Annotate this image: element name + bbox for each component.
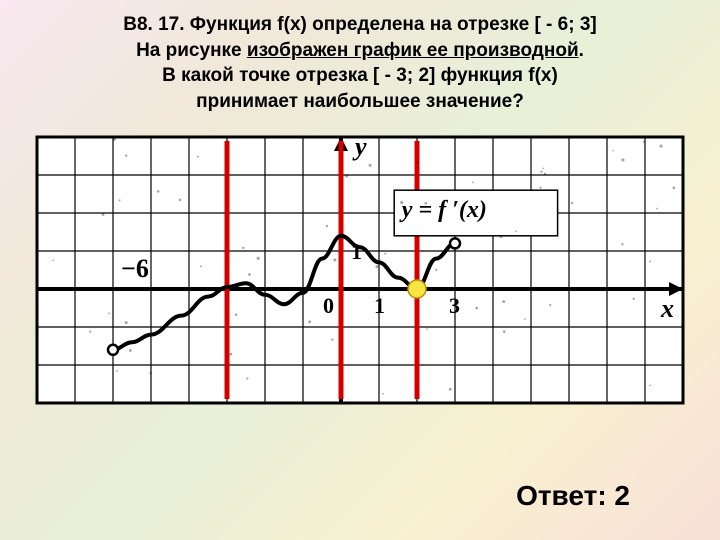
svg-text:y: y (352, 132, 367, 161)
svg-text:1: 1 (351, 239, 362, 264)
header-line1: В8. 17. Функция f(x) определена на отрез… (40, 12, 680, 38)
svg-text:1: 1 (374, 293, 385, 318)
chart-container: y x 0 1 1 3 −6 y = f ′(x) (20, 127, 700, 413)
problem-header: В8. 17. Функция f(x) определена на отрез… (0, 0, 720, 123)
header-line3: В какой точке отрезка [ - 3; 2] функция … (40, 63, 680, 89)
header-line4: принимает наибольшее значение? (40, 89, 680, 115)
header-line2: На рисунке изображен график ее производн… (40, 38, 680, 64)
svg-text:x: x (660, 294, 674, 323)
answer-label: Ответ: 2 (516, 480, 630, 512)
svg-text:3: 3 (449, 293, 460, 318)
svg-text:y = f ′(x): y = f ′(x) (399, 196, 487, 222)
svg-text:0: 0 (323, 293, 334, 318)
svg-text:−6: −6 (121, 254, 149, 283)
derivative-chart: y x 0 1 1 3 −6 y = f ′(x) (27, 127, 693, 413)
